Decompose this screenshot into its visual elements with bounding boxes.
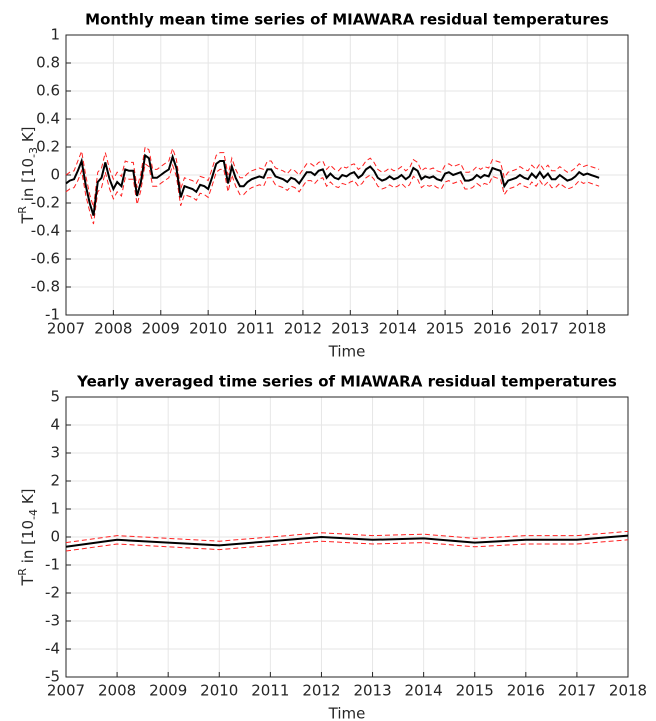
y-tick-label: 3 [50, 444, 60, 462]
y-tick-label: 4 [50, 416, 60, 434]
axes-box [65, 396, 629, 678]
data-line [65, 534, 629, 548]
x-tick-label: 2015 [456, 682, 494, 700]
data-line [65, 153, 600, 216]
y-axis-label-part: R [16, 206, 29, 214]
y-tick-label: -2 [45, 584, 60, 602]
x-tick-label: 2010 [189, 320, 227, 338]
y-tick-label: -0.8 [31, 278, 60, 296]
y-tick-label: -0.6 [31, 250, 60, 268]
y-axis-label-part: -4 [27, 509, 40, 520]
x-tick-label: 2018 [568, 320, 606, 338]
upper-bound-line [65, 530, 629, 544]
y-axis-label-part: in [10 [19, 158, 37, 206]
y-axis-label-part: -3 [27, 147, 40, 158]
x-tick-label: 2012 [302, 682, 340, 700]
y-tick-label: 5 [50, 388, 60, 406]
x-tick-label: 2015 [426, 320, 464, 338]
x-tick-label: 2008 [94, 320, 132, 338]
y-tick-label: 0.4 [36, 110, 60, 128]
y-tick-label: -4 [45, 640, 60, 658]
x-tick-label: 2010 [200, 682, 238, 700]
chart-title: Yearly averaged time series of MIAWARA r… [76, 373, 617, 391]
y-tick-label: -1 [45, 556, 60, 574]
x-tick-label: 2017 [521, 320, 559, 338]
x-tick-label: 2017 [558, 682, 596, 700]
y-axis-label-part: T [18, 576, 37, 587]
x-tick-label: 2013 [331, 320, 369, 338]
x-tick-label: 2008 [98, 682, 136, 700]
x-tick-label: 2009 [142, 320, 180, 338]
y-tick-label: 1 [50, 26, 60, 44]
y-axis-label-part: K] [19, 126, 37, 146]
y-axis-label: TR in [10-4 K] [16, 488, 40, 586]
upper-bound-line [65, 146, 600, 208]
chart-title: Monthly mean time series of MIAWARA resi… [85, 11, 609, 29]
x-tick-label: 2011 [236, 320, 274, 338]
y-tick-label: 0 [50, 166, 60, 184]
y-tick-label: -1 [45, 306, 60, 324]
y-tick-label: -0.2 [31, 194, 60, 212]
y-axis-label: TR in [10-3 K] [16, 126, 40, 224]
x-tick-label: 2014 [379, 320, 417, 338]
y-axis-label-part: R [16, 568, 29, 576]
y-tick-label: 0 [50, 528, 60, 546]
y-tick-label: -5 [45, 668, 60, 686]
x-axis-label: Time [328, 343, 366, 361]
x-tick-label: 2013 [353, 682, 391, 700]
x-tick-label: 2007 [47, 320, 85, 338]
x-tick-label: 2009 [149, 682, 187, 700]
y-tick-label: 0.8 [36, 54, 60, 72]
x-tick-label: 2016 [473, 320, 511, 338]
x-tick-label: 2011 [251, 682, 289, 700]
y-tick-label: 0.2 [36, 138, 60, 156]
lower-bound-line [65, 162, 600, 225]
x-tick-label: 2018 [609, 682, 647, 700]
x-tick-label: 2007 [47, 682, 85, 700]
y-axis-label-part: in [10 [19, 520, 37, 568]
y-tick-label: -0.4 [31, 222, 60, 240]
y-tick-label: 0.6 [36, 82, 60, 100]
x-axis-label: Time [328, 705, 366, 721]
y-axis-label-part: K] [19, 488, 37, 508]
y-tick-label: 1 [50, 500, 60, 518]
x-tick-label: 2012 [284, 320, 322, 338]
y-tick-label: 2 [50, 472, 60, 490]
x-tick-label: 2016 [507, 682, 545, 700]
lower-bound-line [65, 539, 629, 552]
x-tick-label: 2014 [405, 682, 443, 700]
y-axis-label-part: T [18, 214, 37, 225]
y-tick-label: -3 [45, 612, 60, 630]
